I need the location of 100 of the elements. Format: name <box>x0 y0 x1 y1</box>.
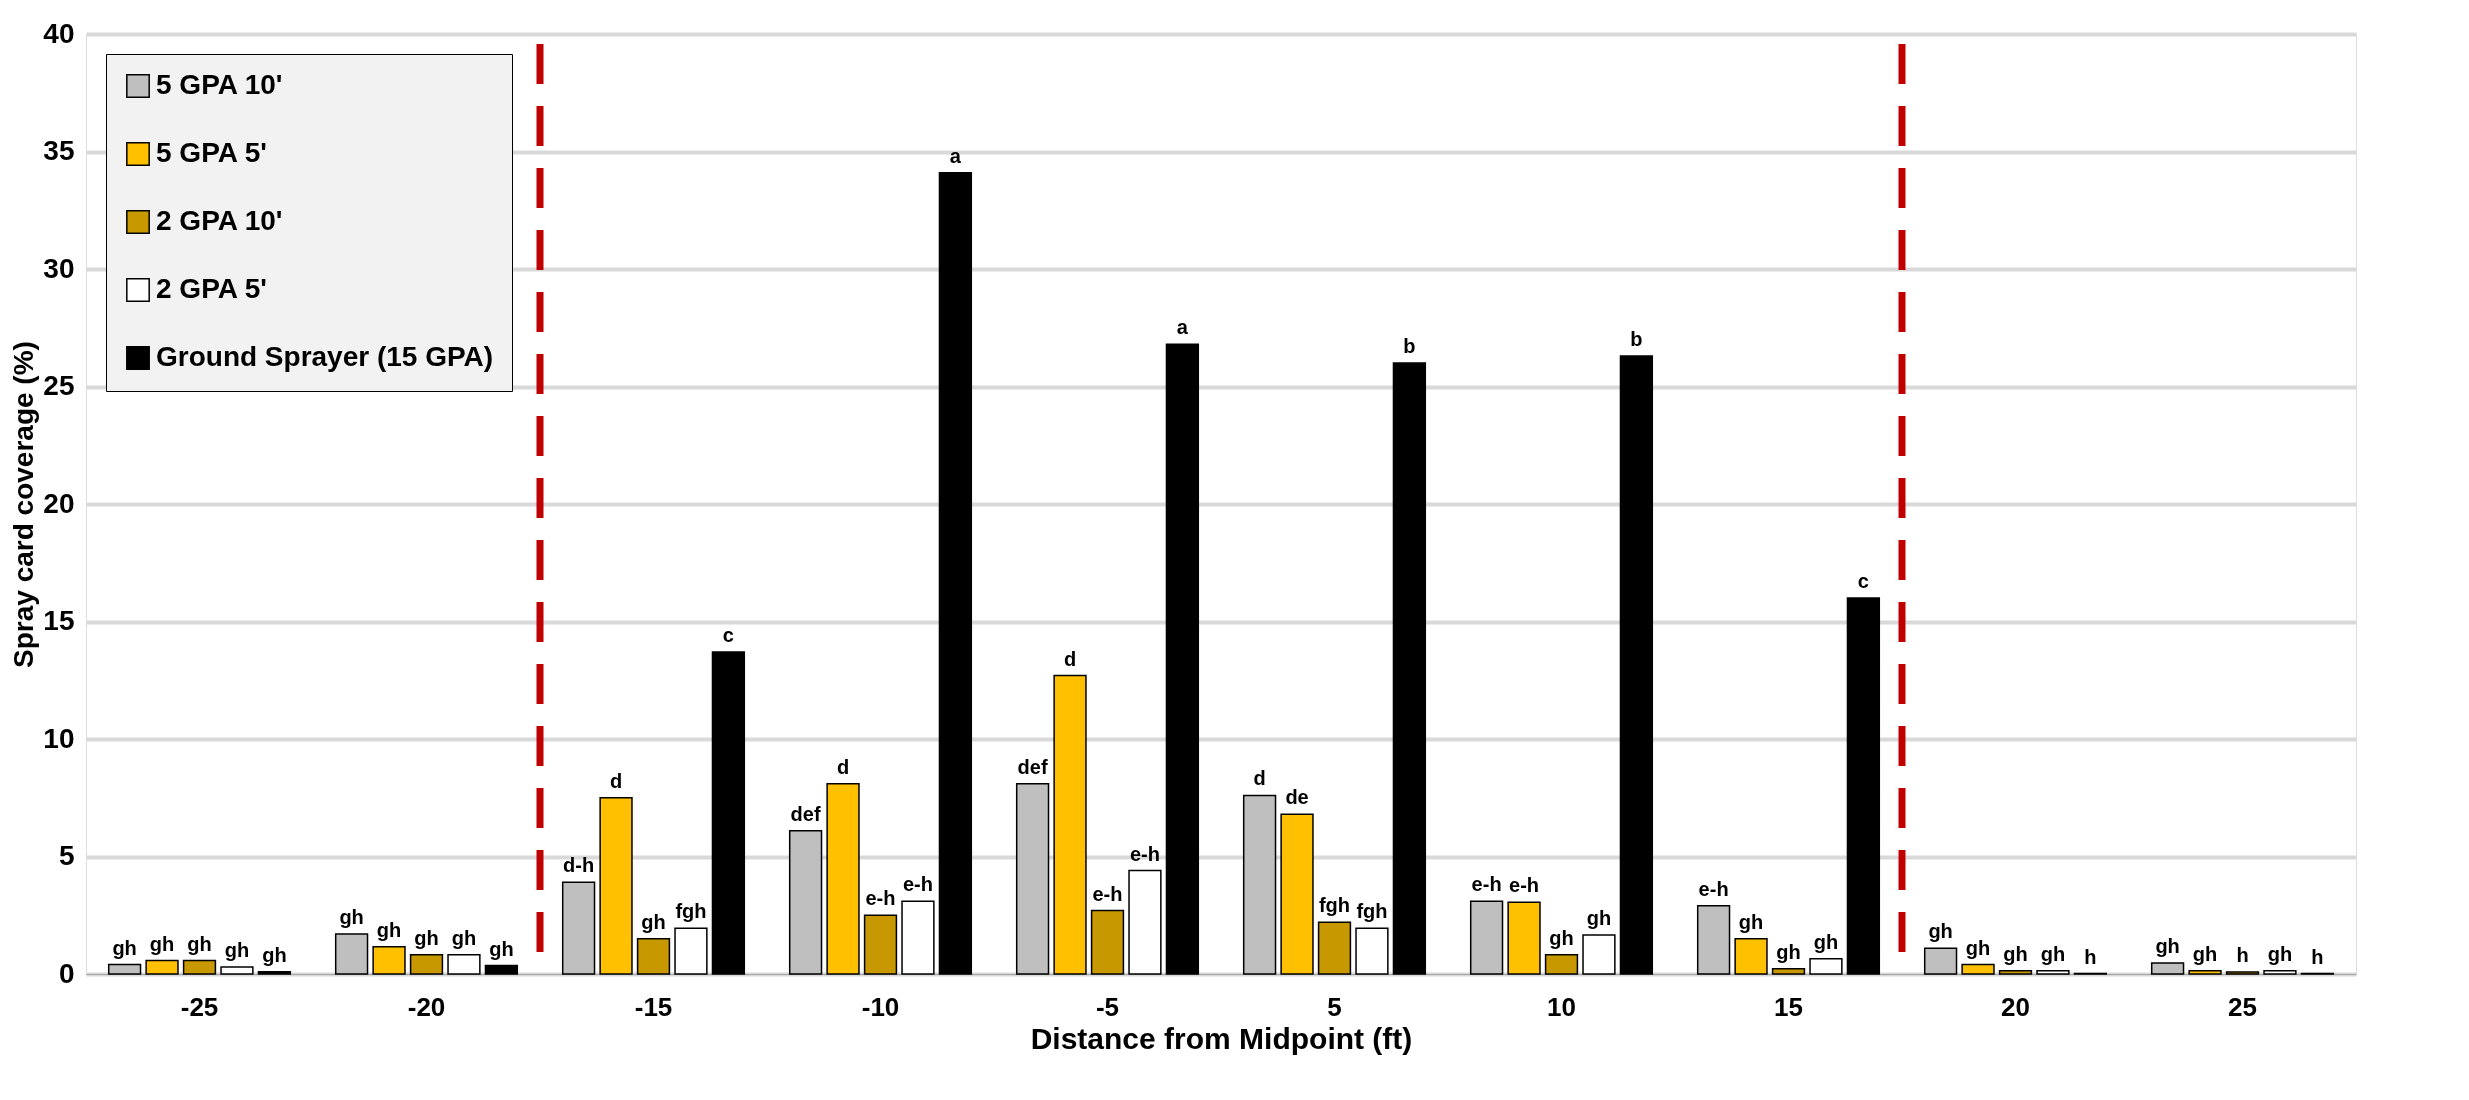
bar <box>1053 674 1087 975</box>
bar <box>561 881 596 975</box>
bar <box>2150 962 2185 975</box>
x-tick-label: 20 <box>2001 991 2030 1022</box>
bar <box>257 970 292 975</box>
bar <box>1923 947 1958 975</box>
data-label: gh <box>187 932 212 955</box>
data-label: de <box>1285 786 1309 809</box>
data-label: gh <box>339 906 364 929</box>
data-label: h <box>2084 945 2097 968</box>
legend-label: 2 GPA 10' <box>156 205 283 236</box>
bar <box>1015 782 1050 975</box>
data-label: e-h <box>1092 882 1123 905</box>
x-tick-label: 5 <box>1327 991 1342 1022</box>
data-label: gh <box>1549 926 1574 949</box>
data-label: gh <box>149 932 175 955</box>
bar <box>1128 869 1162 975</box>
bar <box>599 797 633 975</box>
data-label: a <box>1176 316 1189 339</box>
data-label: gh <box>414 926 439 949</box>
data-label: e-h <box>1698 877 1729 900</box>
data-label: gh <box>224 938 250 961</box>
bar <box>2188 969 2222 975</box>
bar <box>484 964 519 975</box>
data-label: fgh <box>1356 900 1388 923</box>
legend-label: Ground Sprayer (15 GPA) <box>156 341 494 372</box>
bar <box>334 933 369 975</box>
bar <box>2036 969 2070 975</box>
y-tick-label: 20 <box>43 487 75 519</box>
bar <box>1355 927 1389 975</box>
data-label: gh <box>2040 942 2066 965</box>
data-label: gh <box>489 937 514 960</box>
bar <box>636 938 671 975</box>
bar <box>938 171 973 975</box>
data-label: fgh <box>675 900 707 923</box>
bar <box>1998 969 2033 975</box>
data-label: h <box>2311 945 2324 968</box>
y-tick-label: 40 <box>43 17 75 49</box>
bar <box>1771 968 1806 975</box>
data-label: gh <box>451 926 477 949</box>
data-label: gh <box>1776 940 1801 963</box>
bar <box>372 945 406 975</box>
x-tick-label: -25 <box>180 991 219 1022</box>
bar <box>1582 934 1616 975</box>
data-label: gh <box>1586 906 1612 929</box>
data-label: e-h <box>902 873 933 896</box>
x-tick-label: -15 <box>634 991 673 1022</box>
data-label: gh <box>1928 920 1953 943</box>
data-label: c <box>722 624 734 647</box>
data-label: gh <box>376 918 402 941</box>
y-tick-label: 30 <box>43 252 75 284</box>
bar <box>1090 909 1125 975</box>
bar <box>1961 963 1995 975</box>
bar <box>220 966 254 975</box>
bar <box>711 651 746 975</box>
bar <box>674 927 708 975</box>
legend-label: 5 GPA 5' <box>156 137 267 168</box>
bar <box>788 829 823 975</box>
data-label: e-h <box>1471 873 1502 896</box>
data-label: gh <box>1738 910 1764 933</box>
x-tick-label: 25 <box>2228 991 2257 1022</box>
data-label: gh <box>2003 942 2028 965</box>
bar <box>409 953 444 975</box>
y-tick-label: 0 <box>58 957 75 989</box>
x-tick-label: 10 <box>1547 991 1576 1022</box>
y-tick-label: 10 <box>43 722 75 754</box>
bar <box>182 959 217 975</box>
data-label: gh <box>641 910 666 933</box>
data-label: fgh <box>1318 894 1351 917</box>
data-label: e-h <box>865 887 896 910</box>
y-tick-label: 35 <box>43 135 75 166</box>
bar <box>1809 957 1843 975</box>
bar <box>826 782 860 975</box>
bar <box>107 963 142 975</box>
bar <box>1280 813 1314 975</box>
x-tick-label: -10 <box>861 991 900 1022</box>
data-label: a <box>949 144 962 167</box>
data-label: gh <box>2267 942 2293 965</box>
x-tick-label: 15 <box>1774 991 1803 1022</box>
y-axis-title: Spray card coverage (%) <box>8 341 40 668</box>
y-tick-label: 25 <box>43 370 75 401</box>
data-label: gh <box>1813 930 1839 953</box>
bar <box>1544 953 1579 975</box>
bar <box>145 959 179 975</box>
data-label: def <box>1017 755 1048 778</box>
bar <box>1619 355 1654 975</box>
x-tick-label: -5 <box>1095 991 1120 1022</box>
data-label: h <box>2236 944 2249 967</box>
bar <box>1392 362 1427 975</box>
data-label: d <box>609 769 623 792</box>
bar <box>1696 905 1731 975</box>
bar <box>1165 343 1200 975</box>
bar <box>2263 969 2297 975</box>
bar <box>901 900 935 975</box>
x-axis-title: Distance from Midpoint (ft) <box>1030 1021 1413 1055</box>
y-tick-label: 5 <box>58 840 75 871</box>
data-label: c <box>1857 570 1869 592</box>
data-label: d <box>836 755 850 778</box>
bar <box>1469 900 1504 975</box>
data-label: d-h <box>563 854 595 877</box>
